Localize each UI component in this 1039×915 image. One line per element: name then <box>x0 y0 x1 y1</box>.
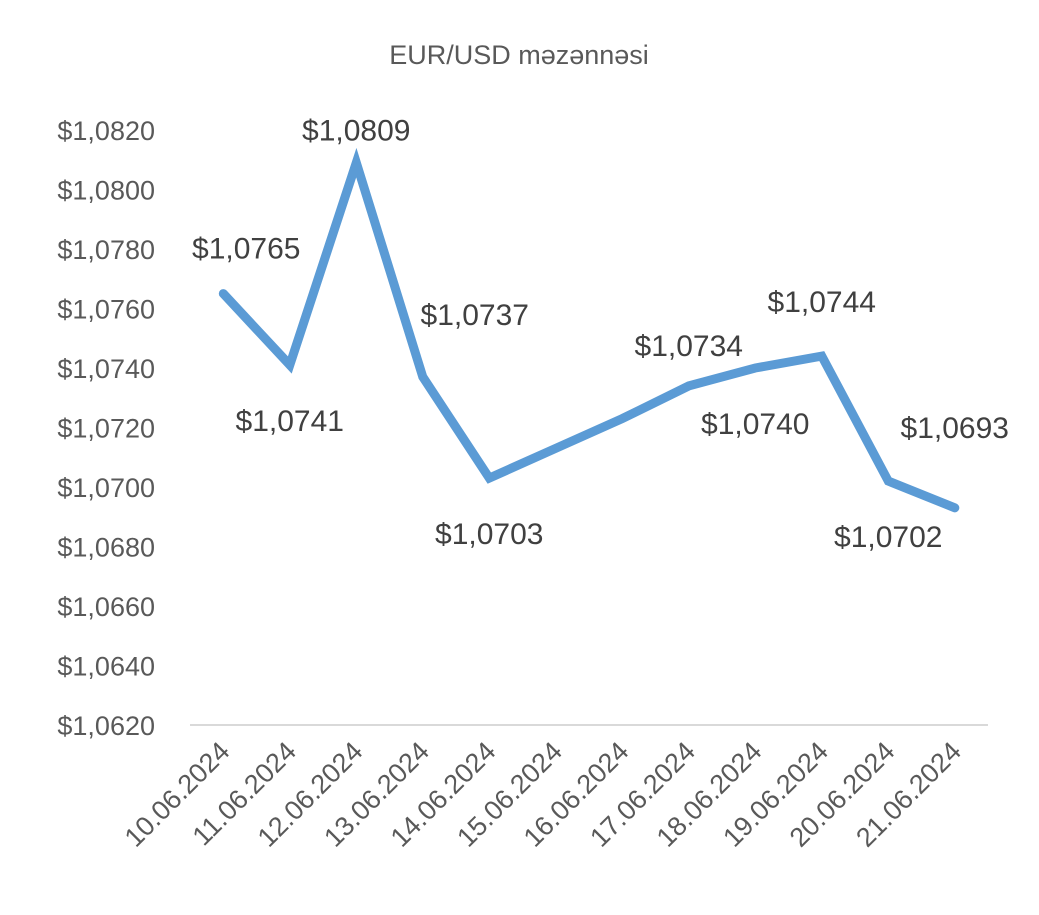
data-label: $1,0693 <box>901 412 1009 445</box>
y-tick-label: $1,0660 <box>57 592 155 622</box>
y-tick-label: $1,0760 <box>57 295 155 325</box>
data-label: $1,0737 <box>421 299 529 332</box>
y-tick-label: $1,0680 <box>57 533 155 563</box>
y-tick-label: $1,0620 <box>57 711 155 741</box>
y-tick-label: $1,0820 <box>57 116 155 146</box>
data-label: $1,0702 <box>834 521 942 554</box>
data-point <box>555 447 557 449</box>
chart-title: EUR/USD məzənnəsi <box>389 40 649 70</box>
y-tick-label: $1,0720 <box>57 414 155 444</box>
data-labels: $1,0765 $1,0741 $1,0809 $1,0737 $1,0703 $1,07… <box>192 115 1009 554</box>
data-point <box>422 376 424 378</box>
data-label: $1,0809 <box>302 115 410 148</box>
y-tick-label: $1,0800 <box>57 176 155 206</box>
data-label: $1,0740 <box>701 408 809 441</box>
data-point <box>488 477 490 479</box>
y-tick-label: $1,0640 <box>57 652 155 682</box>
y-tick-label: $1,0700 <box>57 473 155 503</box>
y-tick-label: $1,0780 <box>57 235 155 265</box>
data-label: $1,0741 <box>236 405 344 438</box>
series-line <box>218 147 960 513</box>
data-point <box>754 367 756 369</box>
y-axis-ticks: $1,0820 $1,0800 $1,0780 $1,0760 $1,0740 $1,07… <box>57 116 155 741</box>
data-point <box>688 385 690 387</box>
data-point <box>289 364 291 366</box>
data-label: $1,0703 <box>435 518 543 551</box>
x-axis-ticks: 10.06.202411.06.202412.06.202413.06.2024… <box>119 736 967 853</box>
data-point <box>887 480 889 482</box>
data-label: $1,0765 <box>192 233 300 266</box>
data-point <box>222 293 224 295</box>
data-label: $1,0744 <box>768 286 876 319</box>
data-point <box>621 418 623 420</box>
data-label: $1,0734 <box>635 330 743 363</box>
data-point <box>821 355 823 357</box>
y-tick-label: $1,0740 <box>57 354 155 384</box>
data-point <box>355 162 357 164</box>
data-point <box>954 507 956 509</box>
series-layer <box>218 147 960 513</box>
